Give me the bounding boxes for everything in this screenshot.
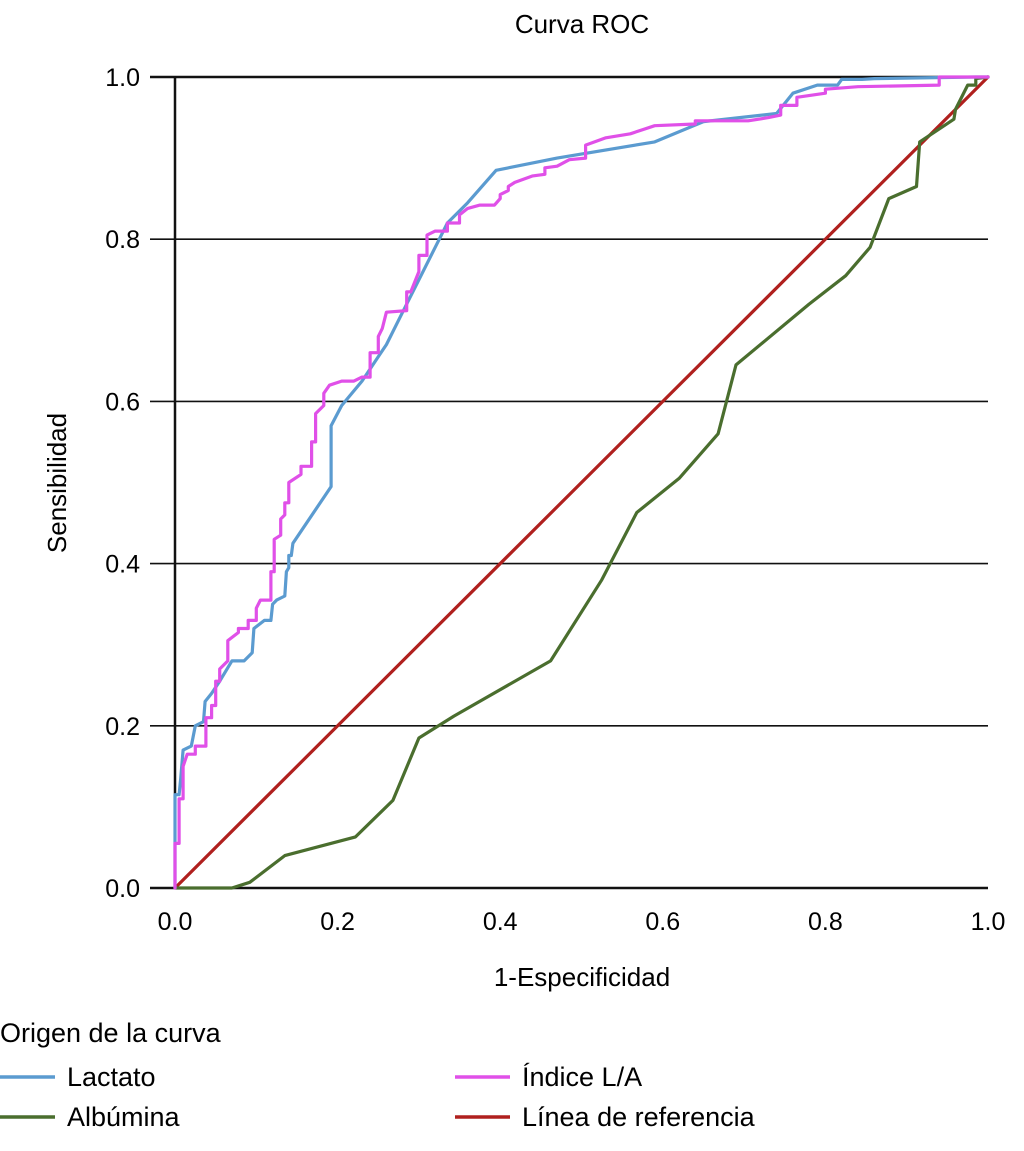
legend-entries: Lactato Índice L/A Albúmina Línea de refere…: [0, 1062, 756, 1132]
legend-title: Origen de la curva: [0, 1018, 222, 1048]
gridlines: [150, 75, 988, 890]
x-tick-label: 0.8: [808, 908, 843, 936]
legend-item: Índice L/A: [455, 1062, 642, 1092]
y-axis-label: Sensibilidad: [42, 413, 72, 553]
chart-title: Curva ROC: [515, 9, 649, 39]
legend-item: Lactato: [0, 1062, 156, 1092]
y-tick-label: 0.0: [105, 875, 140, 903]
legend-label: Índice L/A: [522, 1062, 642, 1092]
x-tick-label: 0.6: [645, 908, 680, 936]
y-tick-label: 1.0: [105, 64, 140, 92]
x-tick-label: 0.0: [158, 908, 193, 936]
y-tick-label: 0.8: [105, 226, 140, 254]
y-tick-label: 0.4: [105, 551, 140, 579]
series-line-albumina: [173, 75, 990, 890]
legend-item: Albúmina: [0, 1102, 181, 1132]
y-tick-labels: 0.0 0.2 0.4 0.6 0.8 1.0: [105, 64, 140, 903]
legend: Origen de la curva Lactato Índice L/A Albú…: [0, 1018, 756, 1132]
legend-label: Línea de referencia: [522, 1102, 756, 1132]
series-line-linea-de-referencia: [173, 75, 990, 890]
legend-label: Lactato: [67, 1062, 156, 1092]
series-lines: [173, 75, 990, 890]
x-tick-labels: 0.0 0.2 0.4 0.6 0.8 1.0: [158, 908, 1006, 936]
x-tick-label: 1.0: [971, 908, 1006, 936]
legend-label: Albúmina: [67, 1102, 181, 1132]
x-tick-label: 0.2: [320, 908, 355, 936]
x-tick-label: 0.4: [483, 908, 518, 936]
y-tick-label: 0.6: [105, 388, 140, 416]
y-tick-label: 0.2: [105, 713, 140, 741]
series-line-indice-l-a: [173, 75, 990, 890]
legend-item: Línea de referencia: [455, 1102, 756, 1132]
x-axis-label: 1-Especificidad: [494, 962, 670, 992]
